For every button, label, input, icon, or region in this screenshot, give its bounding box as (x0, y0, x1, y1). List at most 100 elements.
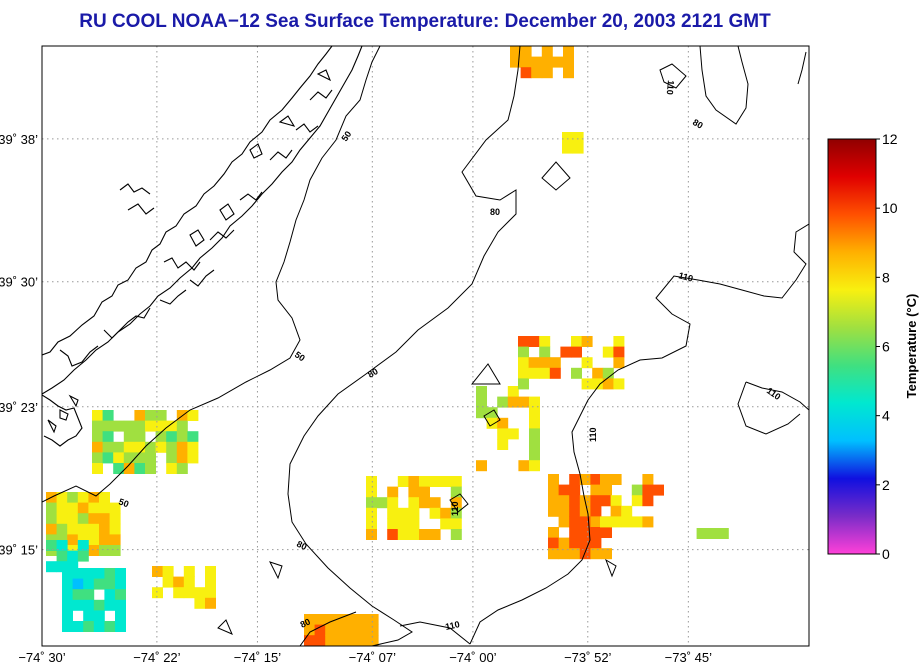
sst-pixel (590, 505, 602, 517)
sst-pixel (56, 513, 68, 525)
sst-pixel (408, 507, 420, 519)
sst-pixel (548, 505, 559, 517)
sst-pixel (115, 610, 126, 622)
sst-pixel (99, 502, 110, 514)
sst-pixel (325, 635, 337, 646)
bathymetry-contours (42, 46, 809, 646)
sst-pixel (314, 624, 326, 636)
sst-pixel (187, 431, 199, 443)
colorbar-tick-label: 6 (882, 339, 890, 355)
sst-pixel (450, 476, 462, 487)
sst-pixel (518, 367, 529, 379)
sst-pixel (581, 336, 593, 347)
sst-pixel (558, 505, 570, 517)
sst-pixel (367, 624, 379, 636)
sst-pixel (102, 431, 114, 443)
sst-pixel (366, 486, 377, 498)
sst-pixel (366, 507, 377, 519)
sst-pixel (99, 545, 110, 556)
sst-pixel (476, 407, 487, 419)
sst-pixel (113, 452, 125, 464)
colorbar-tick-label: 0 (882, 546, 890, 562)
sst-pixel (560, 346, 572, 358)
sst-pixel (408, 529, 420, 540)
sst-pixel (366, 476, 377, 487)
sst-pixel (507, 386, 519, 397)
sst-pixel (497, 417, 509, 429)
sst-pixel (642, 474, 654, 485)
sst-pixel (205, 576, 216, 588)
sst-pixel (476, 386, 487, 397)
sst-pixel (549, 357, 561, 369)
sst-pixel (62, 578, 73, 590)
sst-pixel (528, 336, 540, 347)
colorbar-tick-label: 4 (882, 408, 890, 424)
colorbar-tick-label: 10 (882, 200, 898, 216)
sst-pixel (145, 452, 156, 464)
sst-pixel (601, 527, 612, 538)
sst-pixel (367, 614, 379, 625)
sst-pixel (539, 336, 551, 347)
sst-pixel (166, 420, 178, 432)
sst-pixel (529, 417, 540, 429)
sst-pixel (304, 614, 315, 625)
sst-pixel (387, 486, 399, 498)
sst-pixel (520, 56, 532, 68)
sst-pixel (134, 410, 146, 421)
sst-pixel (113, 420, 125, 432)
sst-pixel (602, 378, 614, 390)
sst-pixel (109, 523, 121, 535)
sst-pixel (115, 568, 126, 579)
sst-pixel (102, 452, 114, 464)
lon-tick-label: −74˚ 00’ (449, 650, 496, 664)
sst-pixel (77, 492, 89, 503)
sst-pixel (548, 484, 559, 496)
sst-pixel (563, 56, 574, 68)
sst-pixel (205, 566, 216, 577)
sst-pixel (621, 505, 633, 517)
sst-pixel (397, 529, 409, 540)
sst-pixel (46, 540, 57, 551)
sst-pixel (518, 396, 530, 408)
sst-pixel (707, 528, 719, 539)
sst-pixel (563, 67, 574, 79)
contour-label-80-e: 80 (691, 117, 705, 131)
contour-label-110-a: 110 (665, 80, 676, 95)
sst-pixel (72, 599, 84, 611)
sst-pixel (115, 578, 126, 590)
sst-pixel (134, 452, 146, 464)
sst-pixel (166, 463, 178, 474)
sst-pixel (579, 548, 591, 560)
sst-pixel (104, 599, 116, 611)
sst-pixel (123, 431, 135, 443)
sst-pixel (62, 589, 73, 601)
sst-pixel (62, 621, 73, 632)
sst-pixel (46, 561, 57, 573)
sst-pixel (83, 621, 95, 632)
sst-pixel (325, 624, 337, 636)
sst-pixel (123, 463, 135, 474)
sst-pixel (408, 518, 420, 530)
sst-pixel (408, 486, 420, 498)
sst-pixel (109, 502, 121, 514)
sst-pixel (429, 529, 441, 540)
sst-pixel (304, 635, 315, 646)
sst-pixel (518, 346, 529, 358)
sst-pixel (529, 439, 540, 450)
sst-pixel (109, 513, 121, 525)
contour-label-110-e: 110 (450, 501, 460, 516)
sst-pixel (548, 474, 559, 485)
sst-pixel (558, 495, 570, 507)
contour-label-80-b: 80 (366, 366, 380, 380)
sst-pixel (549, 367, 561, 379)
sst-pixel (104, 578, 116, 590)
sst-pixel (104, 621, 116, 632)
sst-pixel (314, 635, 326, 646)
sst-pixel (642, 484, 654, 496)
contour-label-50-b: 50 (293, 349, 307, 363)
sst-pixel (346, 614, 358, 625)
sst-pixel (92, 420, 103, 432)
sst-pixel (450, 486, 462, 498)
sst-pixel (162, 576, 174, 588)
